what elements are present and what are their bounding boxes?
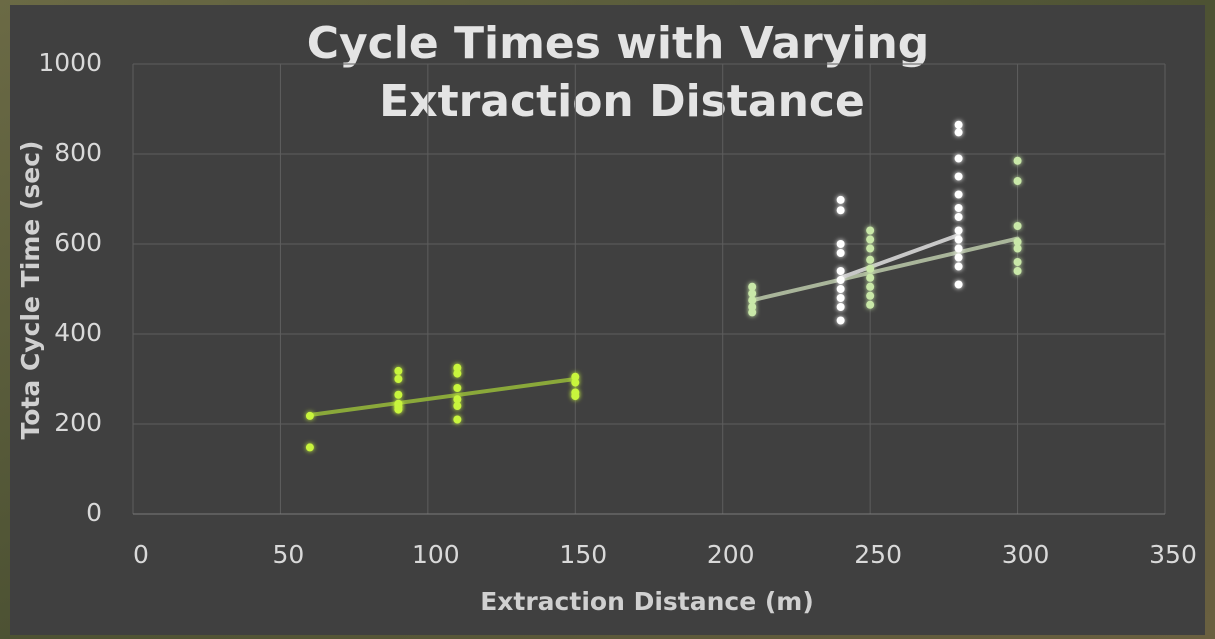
data-point [866,245,874,253]
y-tick-label: 0 [86,498,102,527]
x-tick-label: 250 [854,540,902,569]
data-point [453,370,461,378]
data-point [955,204,963,212]
y-tick-label: 600 [54,228,102,257]
data-point [1014,258,1022,266]
data-point [571,379,579,387]
data-point [837,249,845,257]
data-point [866,227,874,235]
y-tick-label: 1000 [38,48,102,77]
data-point [866,236,874,244]
x-axis-title: Extraction Distance (m) [480,587,814,616]
data-point [866,283,874,291]
data-point [955,155,963,163]
data-point [837,303,845,311]
data-point [837,276,845,284]
data-point [1014,157,1022,165]
y-tick-label: 200 [54,408,102,437]
x-tick-label: 50 [273,540,305,569]
data-point [837,267,845,275]
data-point [955,191,963,199]
data-point [837,196,845,204]
data-point [837,285,845,293]
data-point [955,245,963,253]
data-point [1014,222,1022,230]
data-point [955,121,963,129]
data-point [748,308,756,316]
x-tick-label: 300 [1002,540,1050,569]
data-point [866,265,874,273]
data-point [955,263,963,271]
data-point [955,281,963,289]
data-point [306,412,314,420]
data-point [571,392,579,400]
data-point [394,375,402,383]
data-point [866,292,874,300]
data-point [453,384,461,392]
data-point [837,206,845,214]
x-tick-label: 0 [133,540,149,569]
x-tick-label: 150 [559,540,607,569]
data-point [866,301,874,309]
data-point [955,128,963,136]
data-point [955,254,963,262]
data-point [453,402,461,410]
x-tick-label: 200 [707,540,755,569]
data-point [955,236,963,244]
data-point [837,294,845,302]
data-point [1014,267,1022,275]
data-point [866,274,874,282]
data-point [955,213,963,221]
data-point [837,240,845,248]
x-tick-label: 350 [1149,540,1197,569]
data-point [955,173,963,181]
data-point [866,256,874,264]
chart: Cycle Times with Varying Extraction Dist… [0,0,1215,639]
y-axis-title: Tota Cycle Time (sec) [16,141,45,440]
data-point [394,391,402,399]
data-point [1014,245,1022,253]
x-tick-label: 100 [412,540,460,569]
data-point [394,406,402,414]
chart-title: Cycle Times with Varying [307,18,930,69]
data-point [1014,177,1022,185]
data-point [394,367,402,375]
chart-title: Extraction Distance [379,76,865,127]
data-point [453,416,461,424]
data-point [837,317,845,325]
data-point [955,227,963,235]
y-tick-label: 400 [54,318,102,347]
data-point [306,443,314,451]
y-tick-label: 800 [54,138,102,167]
